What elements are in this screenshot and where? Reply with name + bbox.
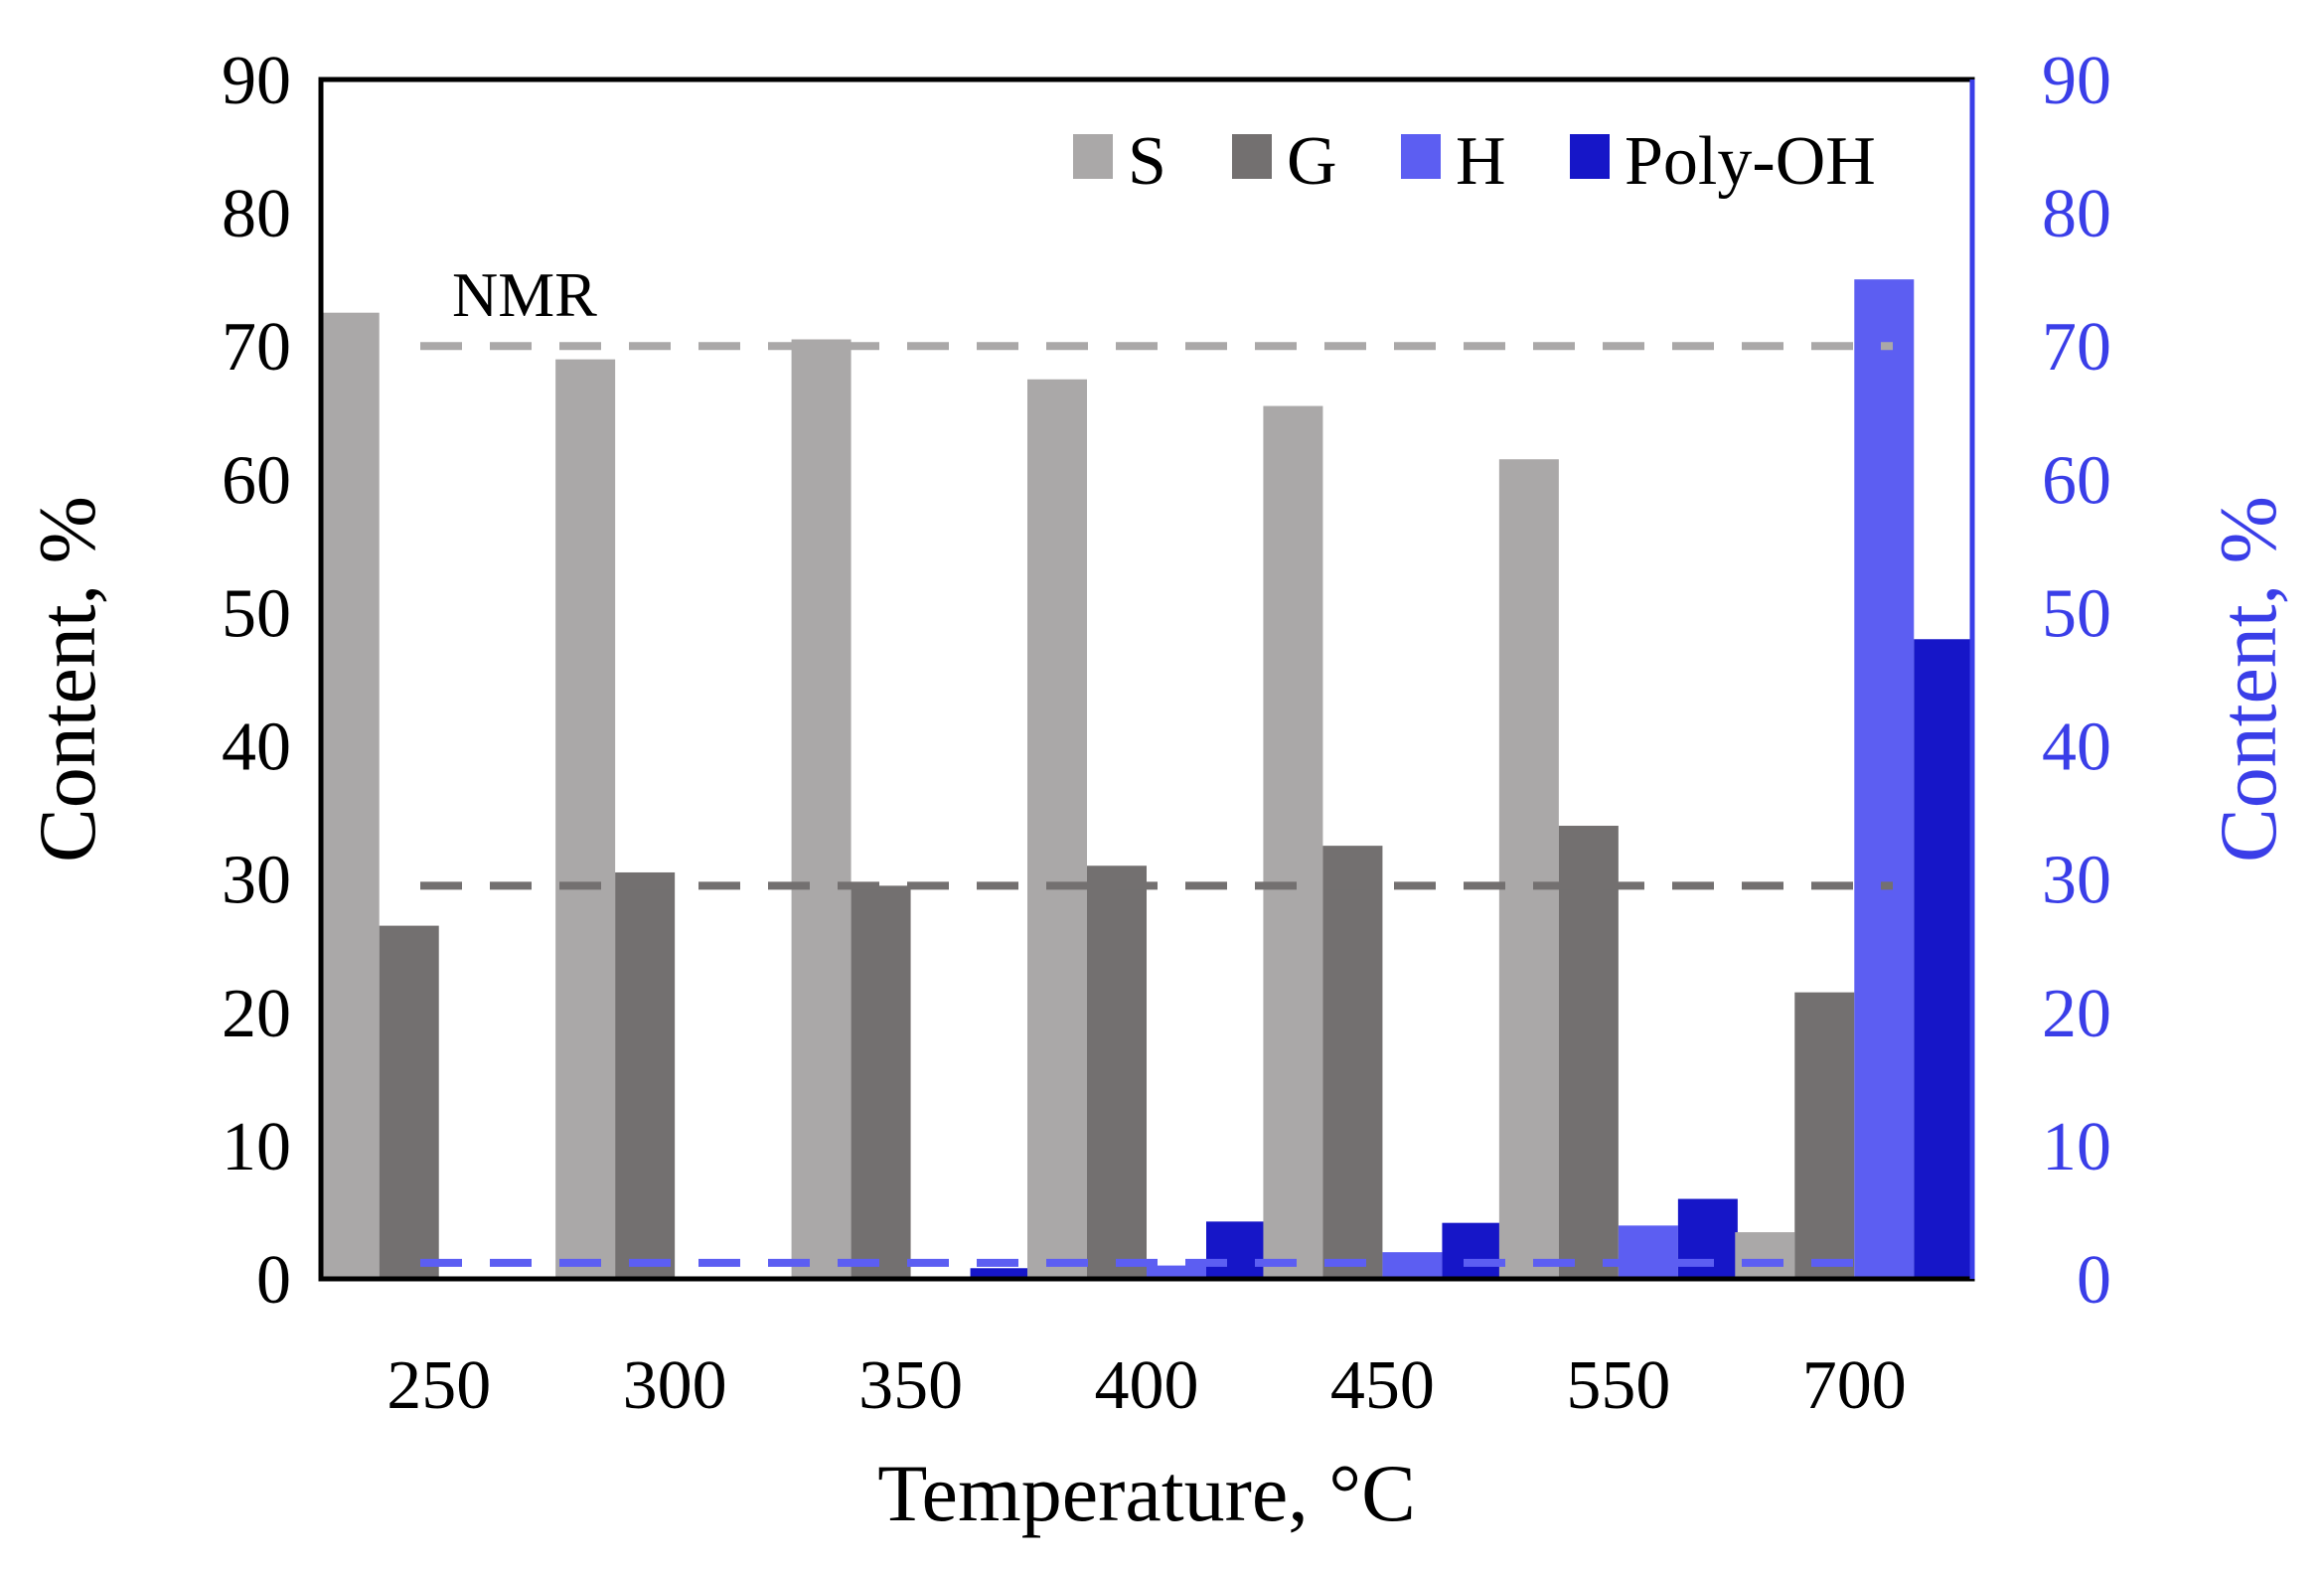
- left-tick-label: 0: [256, 1242, 291, 1319]
- bar-s-400: [1027, 379, 1087, 1279]
- bars: [319, 279, 1974, 1280]
- bar-g-550: [1558, 826, 1619, 1279]
- legend-swatch-h: [1401, 134, 1441, 179]
- right-tick-label: 80: [2042, 176, 2111, 252]
- bar-g-400: [1087, 865, 1147, 1279]
- left-tick-label: 30: [222, 843, 291, 919]
- bar-g-450: [1322, 846, 1383, 1279]
- bar-poly-oh-550: [1677, 1198, 1738, 1279]
- bar-h-400: [1147, 1265, 1206, 1279]
- x-tick-label: 400: [1095, 1347, 1199, 1424]
- legend-label-s: S: [1128, 123, 1166, 200]
- bar-s-250: [319, 312, 380, 1279]
- bar-poly-oh-450: [1442, 1222, 1502, 1279]
- left-tick-label: 10: [222, 1109, 291, 1185]
- right-tick-label: 60: [2042, 442, 2111, 519]
- bar-poly-oh-350: [970, 1268, 1030, 1279]
- bar-poly-oh-700: [1914, 639, 1974, 1279]
- x-tick-label: 450: [1330, 1347, 1435, 1424]
- legend-swatch-poly-oh: [1570, 134, 1610, 179]
- bar-h-700: [1854, 279, 1915, 1280]
- bar-s-700: [1735, 1232, 1795, 1279]
- right-tick-label: 40: [2042, 709, 2111, 786]
- right-tick-label: 70: [2042, 309, 2111, 386]
- left-tick-label: 50: [222, 575, 291, 652]
- bar-poly-oh-400: [1206, 1221, 1266, 1279]
- legend-label-g: G: [1287, 123, 1337, 200]
- left-tick-label: 90: [222, 43, 291, 119]
- x-tick-label: 250: [387, 1347, 491, 1424]
- legend-swatch-g: [1232, 134, 1272, 179]
- right-y-axis-title: Content, %: [2203, 496, 2293, 863]
- left-tick-label: 40: [222, 709, 291, 786]
- bar-g-250: [379, 925, 439, 1279]
- bar-s-300: [555, 359, 616, 1280]
- left-tick-label: 70: [222, 309, 291, 386]
- nmr-annotation: NMR: [452, 259, 597, 330]
- bar-g-300: [615, 871, 676, 1279]
- left-tick-label: 80: [222, 176, 291, 252]
- left-tick-label: 60: [222, 442, 291, 519]
- right-tick-label: 20: [2042, 976, 2111, 1052]
- left-y-axis-title: Content, %: [22, 496, 112, 863]
- right-tick-label: 50: [2042, 575, 2111, 652]
- x-axis-ticks: 250 300 350 400 450 550 700: [387, 1347, 1907, 1424]
- legend-label-h: H: [1456, 123, 1506, 200]
- legend-swatch-s: [1073, 134, 1113, 179]
- bar-h-550: [1618, 1225, 1678, 1279]
- x-tick-label: 550: [1566, 1347, 1670, 1424]
- x-tick-label: 700: [1802, 1347, 1907, 1424]
- right-tick-label: 10: [2042, 1109, 2111, 1185]
- right-axis-ticks: 0 10 20 30 40 50 60 70 80 90: [2042, 43, 2111, 1319]
- x-axis-title: Temperature, °C: [877, 1448, 1416, 1538]
- left-axis-ticks: 0 10 20 30 40 50 60 70 80 90: [222, 43, 291, 1319]
- legend: S G H Poly-OH: [1073, 123, 1876, 200]
- x-tick-label: 300: [623, 1347, 727, 1424]
- bar-g-700: [1794, 992, 1855, 1279]
- bar-s-550: [1498, 459, 1559, 1279]
- right-tick-label: 0: [2077, 1242, 2111, 1319]
- bar-g-350: [851, 885, 911, 1279]
- x-tick-label: 350: [858, 1347, 963, 1424]
- left-tick-label: 20: [222, 976, 291, 1052]
- right-tick-label: 30: [2042, 843, 2111, 919]
- bar-s-350: [791, 339, 852, 1279]
- right-tick-label: 90: [2042, 43, 2111, 119]
- reference-lines: [420, 342, 1893, 1267]
- legend-label-poly-oh: Poly-OH: [1625, 123, 1876, 200]
- bar-s-450: [1263, 405, 1323, 1279]
